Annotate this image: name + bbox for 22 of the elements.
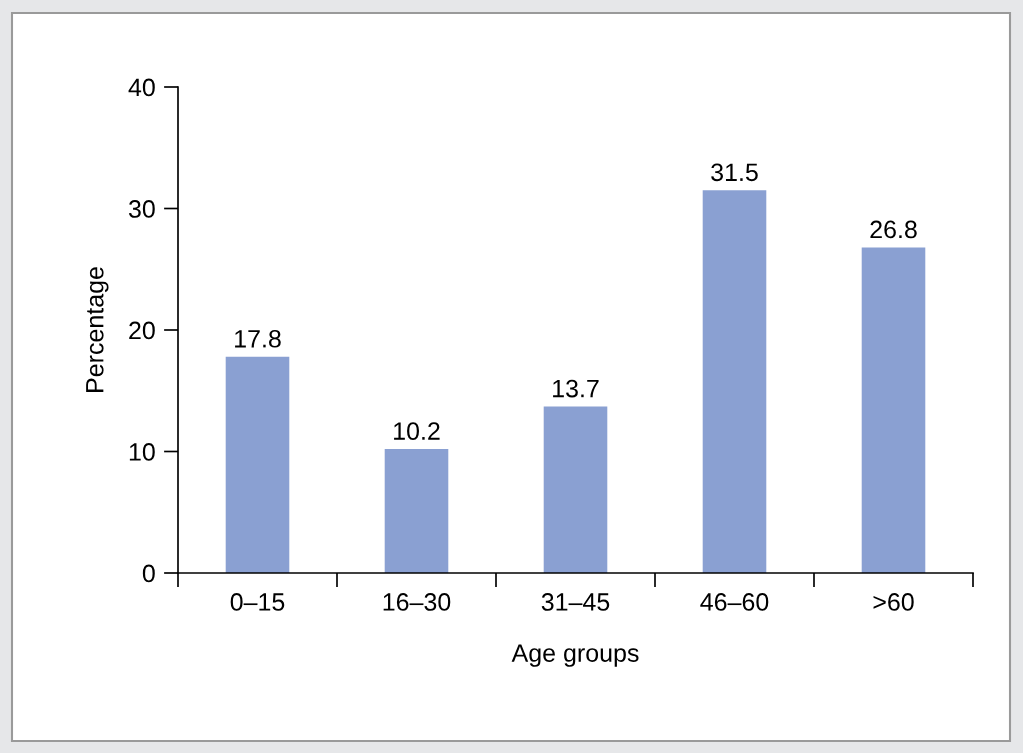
y-tick-label: 20 <box>129 321 155 340</box>
bar <box>225 356 290 573</box>
data-label: 26.8 <box>870 220 917 239</box>
x-axis-title: Age groups <box>511 644 639 667</box>
data-label: 31.5 <box>711 163 758 182</box>
x-tick-label: 0–15 <box>230 593 285 611</box>
y-tick-label: 40 <box>128 78 155 97</box>
bar <box>861 247 926 573</box>
y-tick-label: 10 <box>129 443 155 461</box>
data-label: 17.8 <box>235 329 281 348</box>
bar <box>543 406 608 573</box>
y-tick-label: 30 <box>128 200 155 218</box>
y-axis-title: Percentage <box>86 267 109 392</box>
x-tick-label: 31–45 <box>541 593 610 611</box>
bar <box>384 449 449 573</box>
data-label: 13.7 <box>553 379 599 398</box>
y-tick-label: 0 <box>142 564 155 583</box>
x-tick-label: >60 <box>873 593 914 611</box>
bar <box>702 190 767 573</box>
data-label: 10.2 <box>394 422 440 440</box>
x-tick-label: 46–60 <box>700 593 769 611</box>
x-tick-label: 16–30 <box>383 593 451 611</box>
